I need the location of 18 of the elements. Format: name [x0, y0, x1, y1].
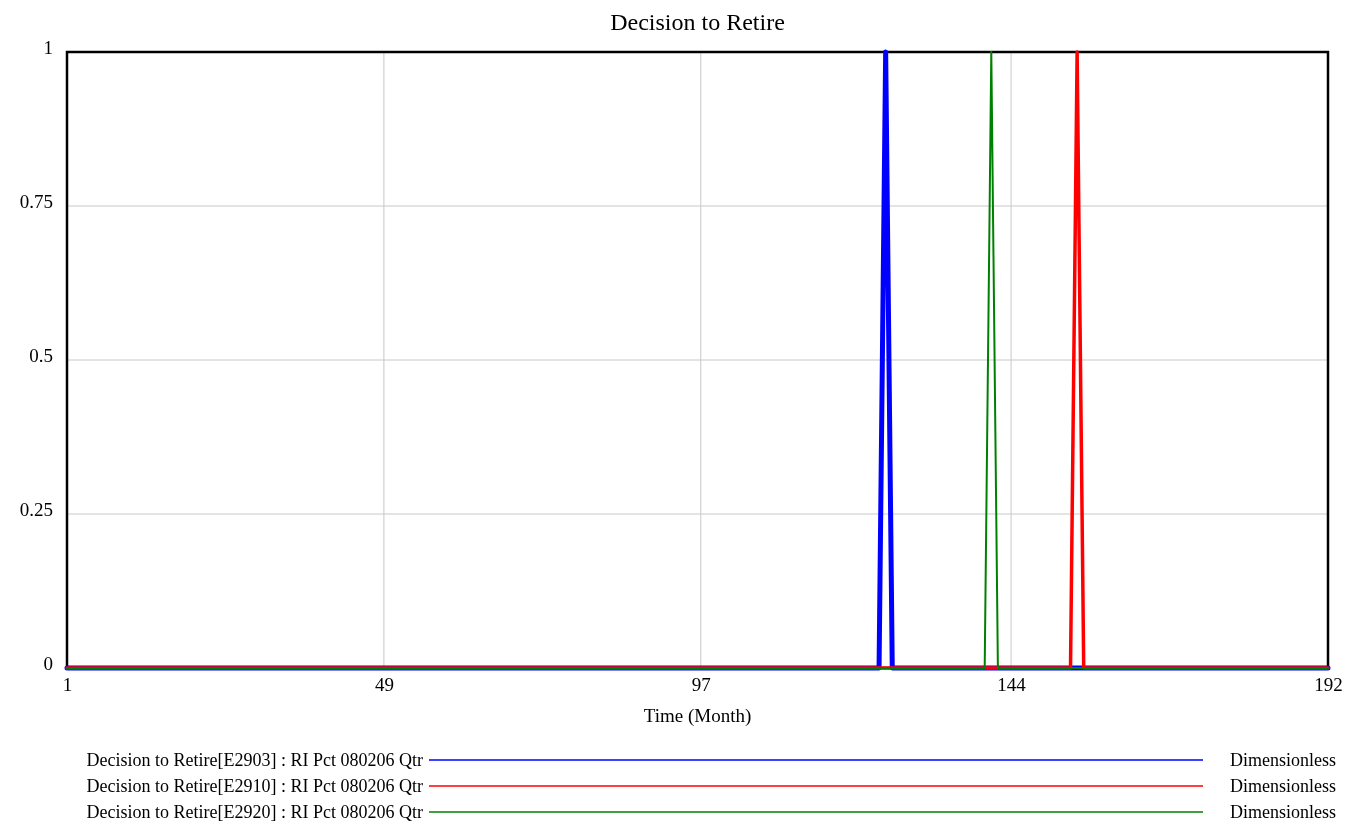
- chart-title: Decision to Retire: [610, 9, 785, 35]
- y-tick-label: 0.5: [29, 345, 53, 367]
- x-tick-label: 97: [691, 674, 711, 696]
- x-tick-label: 49: [374, 674, 394, 696]
- y-tick-label: 0.75: [19, 191, 53, 213]
- x-tick-label: 1: [62, 674, 73, 696]
- text: Dimensionless: [1230, 802, 1336, 822]
- x-tick-label: 144: [997, 674, 1027, 696]
- y-tick-label: 0: [43, 653, 53, 675]
- y-tick-label: 0.25: [19, 499, 53, 521]
- legend-label: Decision to Retire[E2910] : RI Pct 080206 Qtr: [86, 776, 423, 796]
- x-axis-title: Time (Month): [643, 705, 752, 727]
- text: Dimensionless: [1230, 776, 1336, 796]
- x-tick-label: 192: [1314, 674, 1343, 696]
- legend-label: Decision to Retire[E2920] : RI Pct 080206 Qtr: [86, 802, 423, 822]
- text: Dimensionless: [1230, 750, 1336, 770]
- legend-label: Decision to Retire[E2903] : RI Pct 080206 Qtr: [86, 750, 423, 770]
- y-tick-label: 1: [43, 37, 53, 59]
